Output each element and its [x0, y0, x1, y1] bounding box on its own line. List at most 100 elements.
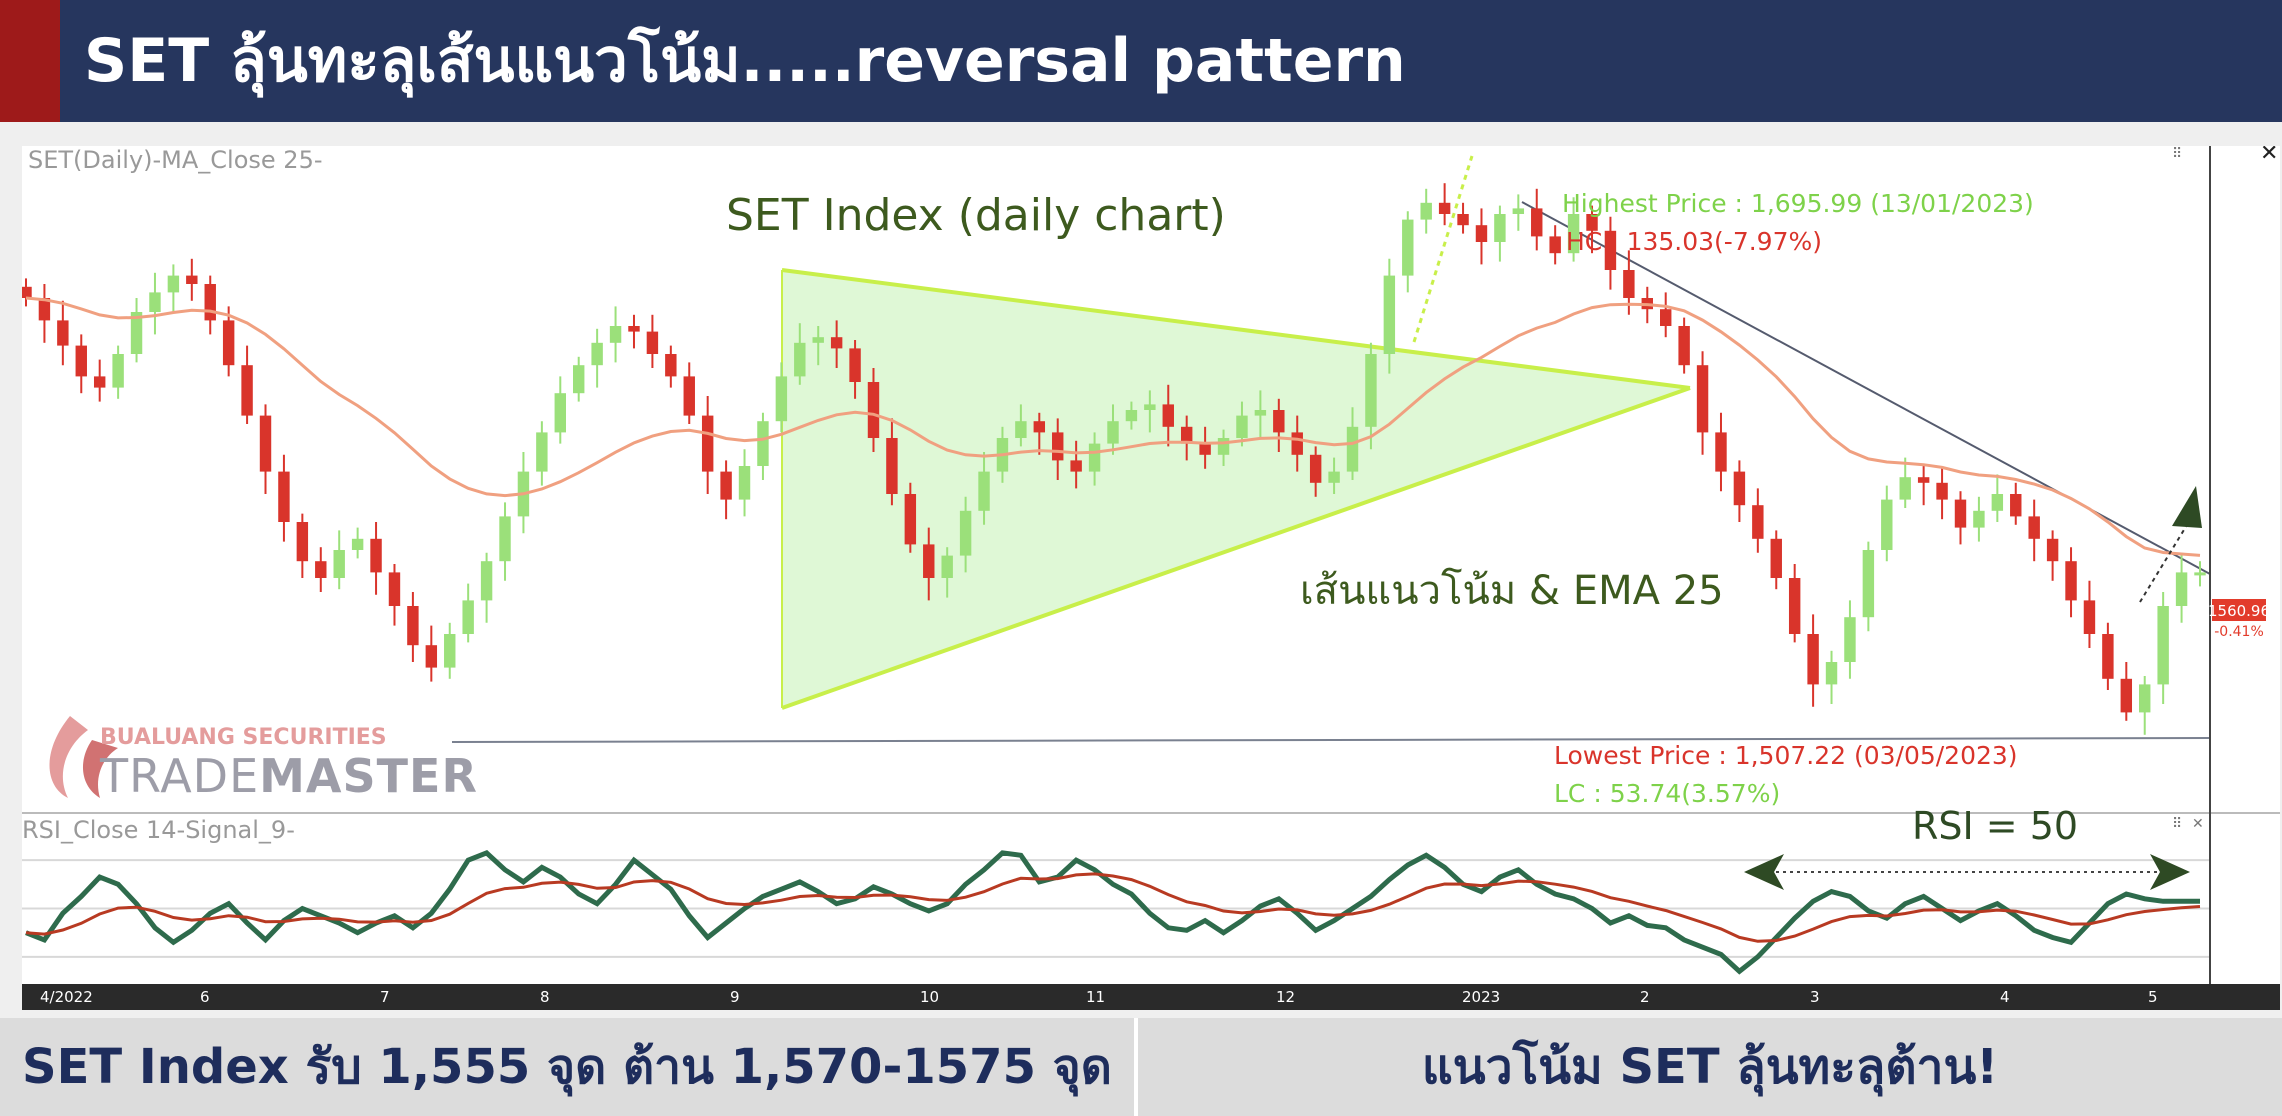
candle — [1273, 410, 1285, 433]
x-tick-label: 4 — [2000, 988, 2010, 1006]
candle — [1438, 202, 1451, 214]
candle — [1936, 482, 1948, 500]
candle — [573, 365, 585, 394]
highest-price-annotation: Highest Price : 1,695.99 (13/01/2023) — [1562, 189, 2034, 218]
rsi-drag-handle-icon[interactable]: ⠿ — [2172, 816, 2182, 832]
candle — [959, 510, 972, 556]
candle — [38, 298, 51, 321]
candle — [591, 342, 603, 366]
price-change: -0.41% — [2214, 624, 2264, 640]
candle — [2120, 678, 2133, 713]
candle — [1715, 432, 1727, 472]
breakout-dotted-line — [1412, 155, 1474, 343]
candle — [1309, 454, 1322, 483]
footer-divider — [1134, 1018, 1138, 1116]
candle — [720, 471, 732, 500]
trend-annotation: เส้นแนวโน้ม & EMA 25 — [1300, 568, 1724, 614]
candle — [1973, 510, 1985, 528]
candle — [93, 376, 106, 388]
candle — [407, 606, 419, 646]
candle — [1236, 415, 1248, 438]
candle — [1383, 275, 1396, 354]
candle — [1512, 208, 1525, 214]
candle — [1752, 505, 1764, 539]
candle — [1567, 214, 1580, 254]
x-axis-labels: 4/2022 6 7 8 9 10 11 12 2023 2 3 4 5 — [40, 988, 2158, 1006]
candle — [1420, 202, 1432, 220]
logo-product-light: TRADE — [99, 749, 259, 803]
candle — [388, 572, 401, 606]
footer-support-resistance: SET Index รับ 1,555 จุด ต้าน 1,570-1575 … — [22, 1039, 1112, 1095]
candle — [1586, 214, 1598, 231]
candle — [1678, 326, 1690, 366]
candle — [1088, 443, 1101, 472]
candle — [1125, 410, 1138, 422]
close-icon[interactable]: ✕ — [2260, 141, 2278, 166]
x-tick-label: 8 — [540, 988, 550, 1006]
logo-product: TRADEMASTER — [99, 749, 478, 803]
candle — [1475, 225, 1488, 242]
candle — [20, 286, 32, 298]
symmetrical-triangle — [782, 270, 1690, 708]
candle — [1199, 443, 1211, 455]
x-tick-label: 10 — [920, 988, 939, 1006]
candle — [1862, 550, 1875, 618]
candle — [1807, 634, 1819, 685]
candle — [1346, 426, 1359, 472]
chart-area: 4/2022 6 7 8 9 10 11 12 2023 2 3 4 5 SET(Daily)-MA_C… — [20, 141, 2280, 1010]
x-tick-label: 6 — [200, 988, 210, 1006]
candle — [1733, 471, 1746, 506]
candle — [1291, 432, 1303, 455]
candle — [1494, 214, 1506, 242]
x-tick-label: 9 — [730, 988, 740, 1006]
candle — [2157, 606, 2169, 685]
candle — [1696, 365, 1709, 433]
candle — [241, 365, 253, 416]
rsi-panel-label: RSI_Close 14-Signal_9- — [22, 816, 295, 844]
candle — [609, 326, 622, 343]
header-bar: SET ลุ้นทะลุเส้นแนวโน้ม.....reversal pat… — [0, 0, 2282, 122]
candle — [333, 550, 345, 578]
candle — [296, 522, 309, 562]
candle — [351, 538, 364, 550]
candle — [444, 634, 456, 668]
candle — [2046, 538, 2059, 562]
candle — [1180, 426, 1193, 444]
x-tick-label: 3 — [1810, 988, 1820, 1006]
candle — [628, 326, 640, 332]
x-axis-bar — [22, 984, 2280, 1010]
footer-outlook: แนวโน้ม SET ลุ้นทะลุต้าน! — [1421, 1039, 1999, 1095]
logo-product-bold: MASTER — [259, 749, 478, 803]
candle — [278, 471, 290, 522]
candle — [370, 538, 382, 573]
footer-bar: SET Index รับ 1,555 จุด ต้าน 1,570-1575 … — [0, 1018, 2282, 1116]
rsi-close-icon[interactable]: ✕ — [2192, 816, 2204, 832]
page-title: SET ลุ้นทะลุเส้นแนวโน้ม.....reversal pat… — [84, 26, 1406, 96]
candle — [204, 284, 216, 321]
candle — [701, 415, 714, 472]
x-tick-label: 2023 — [1462, 988, 1500, 1006]
triangle-lower-line — [781, 386, 1691, 710]
candle — [1015, 421, 1027, 438]
drag-handle-icon[interactable]: ⠿ — [2172, 146, 2182, 162]
candle — [867, 382, 880, 438]
candle — [186, 275, 198, 284]
candle — [554, 393, 566, 433]
support-line — [451, 737, 2211, 743]
candle — [1162, 404, 1174, 427]
logo-mark-icon — [49, 716, 88, 798]
candle — [849, 348, 861, 382]
price-panel-label: SET(Daily)-MA_Close 25- — [28, 146, 323, 174]
price-tag: 1560.96 — [2208, 602, 2270, 620]
candle — [1788, 578, 1801, 634]
candle — [2065, 561, 2077, 601]
candle — [259, 415, 272, 472]
candle — [886, 438, 898, 494]
candle — [1954, 499, 1967, 528]
candle — [1402, 219, 1414, 276]
x-tick-label: 11 — [1086, 988, 1105, 1006]
candle — [75, 345, 87, 377]
lc-annotation: LC : 53.74(3.57%) — [1554, 779, 1780, 808]
candle — [941, 555, 953, 578]
candle — [499, 516, 511, 562]
